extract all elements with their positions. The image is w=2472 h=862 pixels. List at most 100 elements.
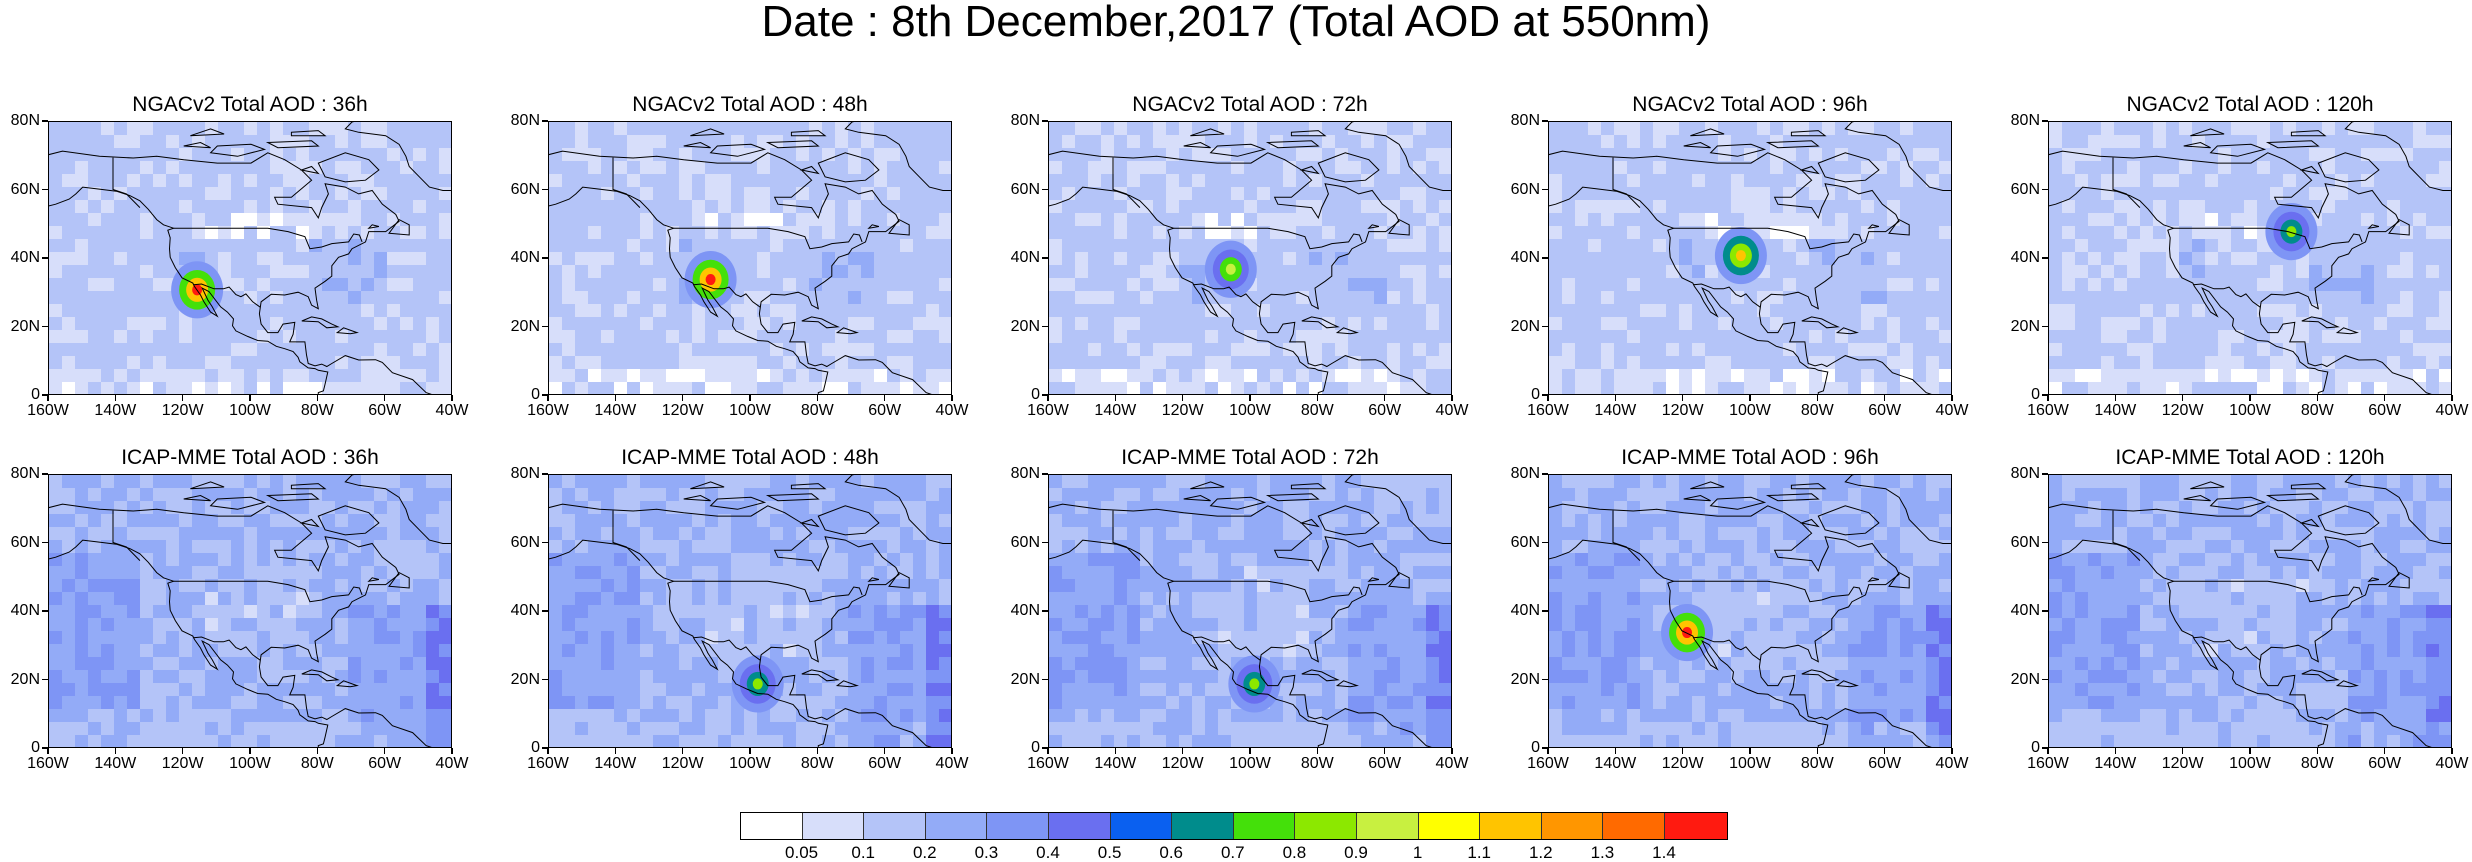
aod-cell bbox=[114, 200, 127, 213]
aod-cell bbox=[179, 527, 192, 540]
aod-cell bbox=[2439, 265, 2451, 278]
aod-cell bbox=[874, 488, 887, 501]
aod-cell bbox=[575, 135, 588, 148]
aod-cell bbox=[887, 527, 900, 540]
aod-cell bbox=[1244, 161, 1257, 174]
lat-label: 0 bbox=[31, 386, 40, 403]
aod-cell bbox=[1270, 304, 1283, 317]
aod-cell bbox=[231, 735, 244, 747]
aod-cell bbox=[614, 330, 627, 343]
aod-cell bbox=[2361, 148, 2374, 161]
aod-cell bbox=[205, 514, 218, 527]
aod-cell bbox=[140, 644, 153, 657]
aod-cell bbox=[361, 553, 374, 566]
aod-cell bbox=[640, 631, 653, 644]
aod-cell bbox=[874, 540, 887, 553]
aod-cell bbox=[1335, 200, 1348, 213]
aod-cell bbox=[744, 631, 757, 644]
aod-cell bbox=[1770, 317, 1783, 330]
aod-cell bbox=[2374, 239, 2387, 252]
aod-cell bbox=[1783, 122, 1796, 135]
aod-cell bbox=[1244, 317, 1257, 330]
aod-cell bbox=[2114, 304, 2127, 317]
aod-cell bbox=[270, 475, 283, 488]
aod-cell bbox=[575, 501, 588, 514]
aod-cell bbox=[1218, 213, 1231, 226]
aod-cell bbox=[218, 356, 231, 369]
aod-cell bbox=[601, 709, 614, 722]
aod-cell bbox=[2075, 148, 2088, 161]
aod-cell bbox=[205, 683, 218, 696]
aod-cell bbox=[296, 174, 309, 187]
aod-cell bbox=[283, 174, 296, 187]
aod-cell bbox=[783, 200, 796, 213]
coastline bbox=[835, 327, 859, 335]
aod-cell bbox=[1874, 265, 1887, 278]
lon-label: 40W bbox=[435, 402, 469, 419]
aod-cell bbox=[309, 135, 322, 148]
aod-cell bbox=[2062, 213, 2075, 226]
aod-cell bbox=[1101, 239, 1114, 252]
aod-cell bbox=[439, 122, 451, 135]
aod-cell bbox=[1322, 330, 1335, 343]
lon-label: 80W bbox=[1300, 402, 1334, 419]
aod-cell bbox=[62, 735, 75, 747]
aod-cell bbox=[1718, 343, 1731, 356]
aod-cell bbox=[322, 278, 335, 291]
aod-cell bbox=[666, 343, 679, 356]
aod-cell bbox=[549, 226, 562, 239]
aod-cell bbox=[75, 670, 88, 683]
aod-cell bbox=[2322, 226, 2335, 239]
aod-cell bbox=[257, 553, 270, 566]
aod-cell bbox=[2192, 135, 2205, 148]
aod-cell bbox=[2296, 330, 2309, 343]
aod-cell bbox=[413, 122, 426, 135]
lon-label: 80W bbox=[800, 402, 834, 419]
aod-cell bbox=[627, 592, 640, 605]
aod-cell bbox=[387, 317, 400, 330]
aod-cell bbox=[731, 291, 744, 304]
aod-cell bbox=[2400, 304, 2413, 317]
aod-cell bbox=[2140, 304, 2153, 317]
aod-cell bbox=[1705, 369, 1718, 382]
aod-cell bbox=[1075, 148, 1088, 161]
aod-cell bbox=[640, 369, 653, 382]
aod-cell bbox=[2062, 239, 2075, 252]
aod-cell bbox=[926, 514, 939, 527]
aod-cell bbox=[218, 514, 231, 527]
aod-cell bbox=[900, 618, 913, 631]
aod-cell bbox=[231, 200, 244, 213]
aod-cell bbox=[218, 252, 231, 265]
aod-cell bbox=[1614, 330, 1627, 343]
aod-cell bbox=[1640, 291, 1653, 304]
lat-tick bbox=[42, 473, 48, 475]
aod-cell bbox=[75, 514, 88, 527]
aod-cell bbox=[679, 566, 692, 579]
aod-cell bbox=[179, 618, 192, 631]
aod-cell bbox=[627, 187, 640, 200]
aod-cell bbox=[653, 187, 666, 200]
aod-cell bbox=[588, 317, 601, 330]
aod-cell bbox=[270, 579, 283, 592]
aod-cell bbox=[1653, 135, 1666, 148]
aod-cell bbox=[1666, 239, 1679, 252]
aod-cell bbox=[1283, 122, 1296, 135]
aod-cell bbox=[179, 605, 192, 618]
aod-cell bbox=[1400, 317, 1413, 330]
aod-cell bbox=[601, 540, 614, 553]
aod-cell bbox=[101, 252, 114, 265]
aod-cell bbox=[718, 592, 731, 605]
aod-cell bbox=[101, 343, 114, 356]
aod-cell bbox=[1127, 343, 1140, 356]
aod-cell bbox=[835, 187, 848, 200]
aod-cell bbox=[1062, 343, 1075, 356]
aod-cell bbox=[1809, 278, 1822, 291]
aod-cell bbox=[562, 343, 575, 356]
aod-cell bbox=[1666, 161, 1679, 174]
aod-cell bbox=[1575, 148, 1588, 161]
aod-cell bbox=[1614, 187, 1627, 200]
aod-cell bbox=[783, 566, 796, 579]
aod-cell bbox=[1679, 291, 1692, 304]
aod-cell bbox=[2127, 161, 2140, 174]
aod-cell bbox=[822, 566, 835, 579]
